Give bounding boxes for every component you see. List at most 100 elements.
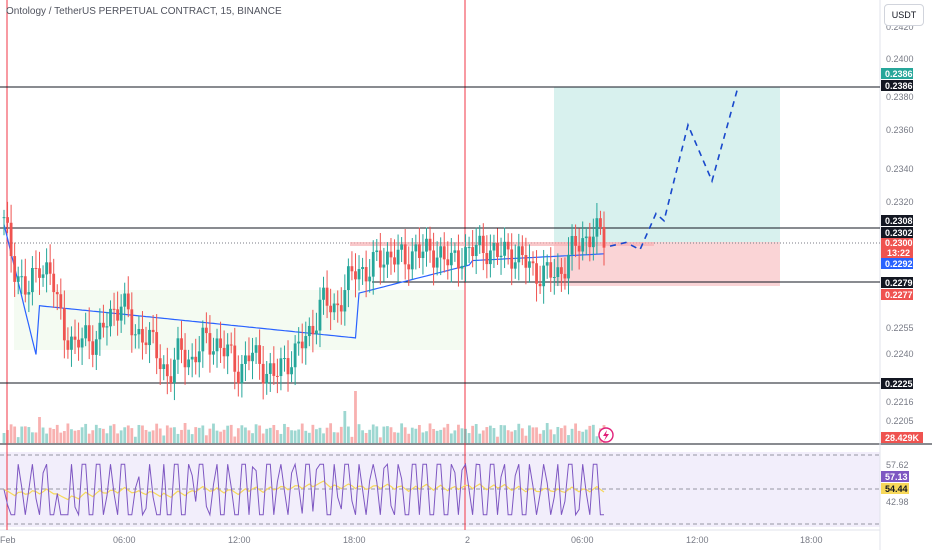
volume-bar [102, 428, 105, 443]
rsi-value-tag [881, 471, 909, 482]
volume-bar [116, 433, 120, 443]
volume-bar [162, 435, 166, 443]
volume-bar [84, 423, 88, 443]
candle-body [20, 276, 24, 278]
candle-body [73, 336, 77, 340]
candle-body [133, 334, 137, 336]
volume-bar [265, 428, 269, 443]
range-marker [350, 242, 654, 246]
candle-body [428, 238, 432, 251]
volume-bar [190, 434, 194, 443]
volume-bar [173, 427, 176, 443]
candle-body [343, 290, 347, 312]
candle-body [34, 267, 38, 269]
volume-bar [414, 428, 418, 443]
candle-body [467, 247, 471, 249]
volume-bar [126, 425, 130, 443]
volume-bar [361, 430, 364, 443]
volume-bar [197, 427, 201, 443]
volume-bar [240, 425, 244, 443]
candle-body [311, 325, 315, 335]
candle-body [176, 338, 180, 360]
volume-bar [9, 424, 13, 443]
volume-bar [417, 425, 421, 443]
candle-body [584, 236, 588, 239]
candle-body [538, 283, 542, 287]
candle-body [155, 332, 159, 359]
candle-body [162, 364, 166, 370]
volume-bar [346, 426, 350, 443]
resistance-tag [881, 215, 913, 226]
volume-bar [542, 430, 546, 443]
volume-bar [16, 437, 20, 443]
candle-body [102, 322, 105, 328]
volume-bar [389, 427, 393, 443]
volume-bar [449, 433, 453, 443]
candle-body [471, 247, 475, 257]
candle-body [16, 276, 20, 282]
candle-body [361, 267, 364, 270]
volume-bar [488, 425, 492, 443]
candle-body [350, 266, 354, 272]
candle-body [432, 250, 435, 268]
price-tick: 0.2205 [886, 416, 914, 426]
candle-body [481, 235, 485, 254]
stop-zone [554, 242, 780, 286]
candle-body [190, 356, 194, 360]
volume-bar [158, 428, 162, 443]
volume-bar [219, 431, 222, 443]
rsi-tick: 57.62 [886, 460, 909, 470]
volume-bar [222, 429, 226, 443]
candle-body [144, 342, 148, 346]
candle-body [80, 338, 84, 348]
candle-body [478, 235, 482, 245]
candle-body [251, 352, 254, 362]
time-tick: 06:00 [571, 535, 594, 545]
time-tick: 12:00 [228, 535, 251, 545]
volume-bar [559, 428, 563, 443]
candle-body [403, 244, 407, 265]
candle-body [499, 255, 503, 258]
candle-body [307, 325, 311, 337]
candle-body [23, 276, 27, 295]
lightning-icon[interactable] [598, 427, 614, 443]
currency-button[interactable]: USDT [884, 4, 924, 26]
chart-title: Ontology / TetherUS PERPETUAL CONTRACT, … [6, 6, 282, 17]
volume-bar [407, 433, 411, 443]
vwap-tag [881, 258, 913, 269]
candle-body [59, 294, 63, 309]
candle-body [226, 344, 230, 357]
volume-bar [357, 424, 361, 443]
candle-body [208, 333, 212, 355]
volume-bar [442, 427, 446, 443]
volume-bar [229, 424, 233, 443]
volume-bar [87, 433, 91, 443]
candle-body [233, 345, 237, 372]
volume-bar [371, 424, 375, 443]
volume-bar [62, 431, 66, 443]
volume-bar [563, 425, 567, 443]
candle-body [180, 338, 183, 350]
candle-body [378, 250, 382, 268]
volume-bar [94, 424, 98, 443]
volume-bar [141, 425, 144, 443]
volume-bar [112, 424, 116, 443]
candle-body [27, 292, 31, 295]
candle-body [588, 236, 592, 248]
volume-bar [339, 426, 343, 443]
projection-path[interactable] [609, 86, 739, 251]
candle-body [396, 249, 400, 265]
volume-bar [244, 427, 247, 443]
candle-body [410, 251, 414, 270]
volume-bar [165, 425, 169, 443]
candle-body [300, 341, 304, 349]
support-tag [881, 277, 913, 288]
candle-body [414, 244, 418, 252]
volume-bar [378, 437, 382, 443]
volume-bar [52, 429, 56, 443]
volume-tag [881, 432, 923, 443]
volume-bar [148, 431, 151, 443]
volume-bar [119, 430, 123, 443]
candle-body [240, 363, 244, 384]
